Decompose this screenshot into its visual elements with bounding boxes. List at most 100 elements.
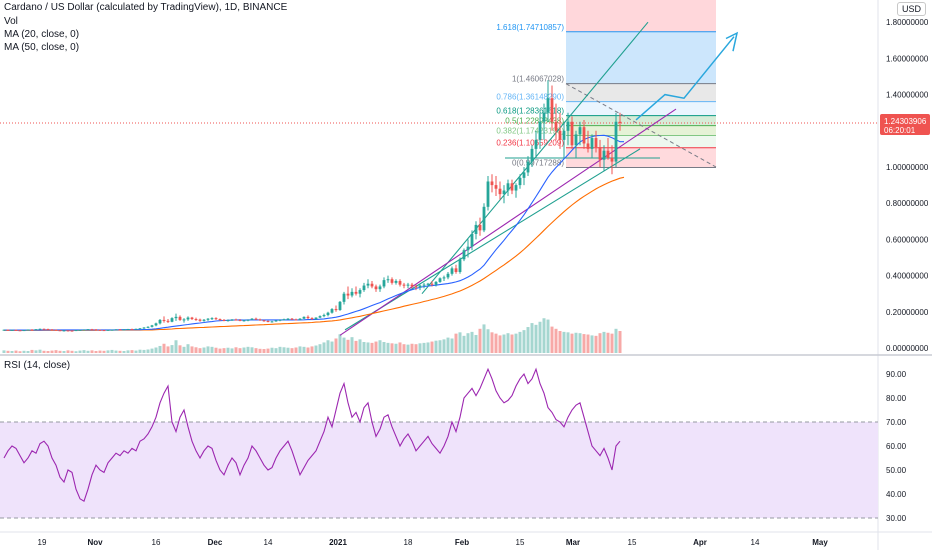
volume-bar bbox=[114, 350, 118, 353]
candle-body bbox=[606, 150, 610, 158]
time-tick-label: Feb bbox=[455, 538, 469, 547]
time-tick-label: Dec bbox=[208, 538, 223, 547]
volume-bar bbox=[542, 318, 546, 353]
volume-bar bbox=[162, 343, 166, 353]
volume-bar bbox=[482, 324, 486, 353]
fib-zone-top bbox=[566, 0, 716, 32]
volume-bar bbox=[158, 345, 162, 353]
channel-lower bbox=[344, 148, 641, 331]
volume-bar bbox=[86, 350, 90, 353]
volume-bar bbox=[298, 346, 302, 353]
volume-bar bbox=[614, 328, 618, 353]
ma50-legend: MA (50, close, 0) bbox=[4, 42, 80, 53]
volume-bar bbox=[594, 335, 598, 353]
candle-body bbox=[398, 281, 402, 285]
volume-bar bbox=[26, 351, 30, 353]
candle-body bbox=[6, 329, 10, 331]
volume-bar bbox=[10, 351, 14, 353]
candle-body bbox=[306, 316, 310, 319]
volume-bar bbox=[574, 332, 578, 353]
volume-bar bbox=[390, 343, 394, 353]
price-tick-label: 0.80000000 bbox=[886, 199, 929, 208]
candle-body bbox=[22, 330, 26, 332]
candle-body bbox=[474, 224, 478, 234]
candle-body bbox=[66, 330, 70, 332]
volume-bar bbox=[14, 350, 18, 353]
volume-bar bbox=[134, 350, 138, 353]
volume-bar bbox=[530, 323, 534, 353]
volume-bar bbox=[250, 347, 254, 353]
price-pane-bg bbox=[0, 0, 878, 353]
candle-body bbox=[86, 329, 90, 331]
volume-bars bbox=[2, 318, 622, 353]
candle-body bbox=[154, 323, 158, 326]
candle-body bbox=[602, 150, 606, 160]
candle-body bbox=[182, 319, 186, 321]
candle-body bbox=[118, 329, 122, 331]
volume-bar bbox=[174, 340, 178, 353]
candle-body bbox=[134, 328, 138, 330]
candle-body bbox=[26, 329, 30, 331]
candle-body bbox=[310, 318, 314, 320]
candle-body bbox=[106, 329, 110, 331]
candle-body bbox=[258, 319, 262, 321]
price-tick-label: 1.40000000 bbox=[886, 91, 929, 100]
fib-zone bbox=[566, 135, 716, 148]
candle-body bbox=[142, 327, 146, 329]
candle-body bbox=[226, 320, 230, 322]
candle-body bbox=[174, 316, 178, 319]
volume-bar bbox=[474, 334, 478, 353]
volume-bar bbox=[274, 348, 278, 353]
candle-body bbox=[54, 329, 58, 331]
candle-body bbox=[326, 312, 330, 316]
volume-bar bbox=[506, 333, 510, 353]
candle-body bbox=[358, 290, 362, 294]
fib-level-label: 1.618(1.74710857) bbox=[496, 23, 564, 32]
candle-body bbox=[162, 319, 166, 321]
volume-bar bbox=[478, 328, 482, 353]
volume-bar bbox=[234, 347, 238, 353]
fib-zone bbox=[566, 125, 716, 136]
time-tick-label: 19 bbox=[38, 538, 47, 547]
candle-body bbox=[574, 134, 578, 146]
currency-button[interactable]: USD bbox=[896, 2, 926, 16]
volume-bar bbox=[414, 344, 418, 353]
volume-bar bbox=[402, 344, 406, 353]
candle-body bbox=[278, 319, 282, 321]
candle-body bbox=[486, 181, 490, 207]
volume-bar bbox=[358, 339, 362, 353]
rsi-tick-label: 60.00 bbox=[886, 442, 907, 451]
volume-bar bbox=[182, 346, 186, 353]
volume-bar bbox=[546, 319, 550, 353]
candle-body bbox=[454, 268, 458, 272]
volume-bar bbox=[242, 347, 246, 353]
volume-bar bbox=[222, 348, 226, 353]
candle-body bbox=[190, 317, 194, 320]
candle-body bbox=[406, 284, 410, 286]
candle-body bbox=[370, 283, 374, 287]
candle-body bbox=[414, 286, 418, 288]
candle-body bbox=[542, 112, 546, 122]
volume-bar bbox=[170, 345, 174, 353]
volume-bar bbox=[526, 327, 530, 353]
candle-body bbox=[530, 148, 534, 162]
volume-bar bbox=[302, 346, 306, 353]
candle-body bbox=[262, 320, 266, 322]
candle-body bbox=[198, 319, 202, 321]
time-tick-label: 14 bbox=[751, 538, 760, 547]
fib-level-label: 0.786(1.36148290) bbox=[496, 93, 564, 102]
volume-bar bbox=[42, 350, 46, 353]
candle-body bbox=[518, 177, 522, 186]
fib-level-label: 0.236(1.10659209) bbox=[496, 139, 564, 148]
volume-bar bbox=[198, 348, 202, 353]
volume-bar bbox=[98, 350, 102, 353]
candle-body bbox=[314, 317, 318, 320]
rsi-tick-label: 30.00 bbox=[886, 514, 907, 523]
volume-bar bbox=[394, 343, 398, 353]
candle-body bbox=[246, 319, 250, 321]
rsi-legend: RSI (14, close) bbox=[4, 360, 71, 371]
projection-arrowhead bbox=[725, 31, 739, 52]
candle-body bbox=[582, 127, 586, 144]
